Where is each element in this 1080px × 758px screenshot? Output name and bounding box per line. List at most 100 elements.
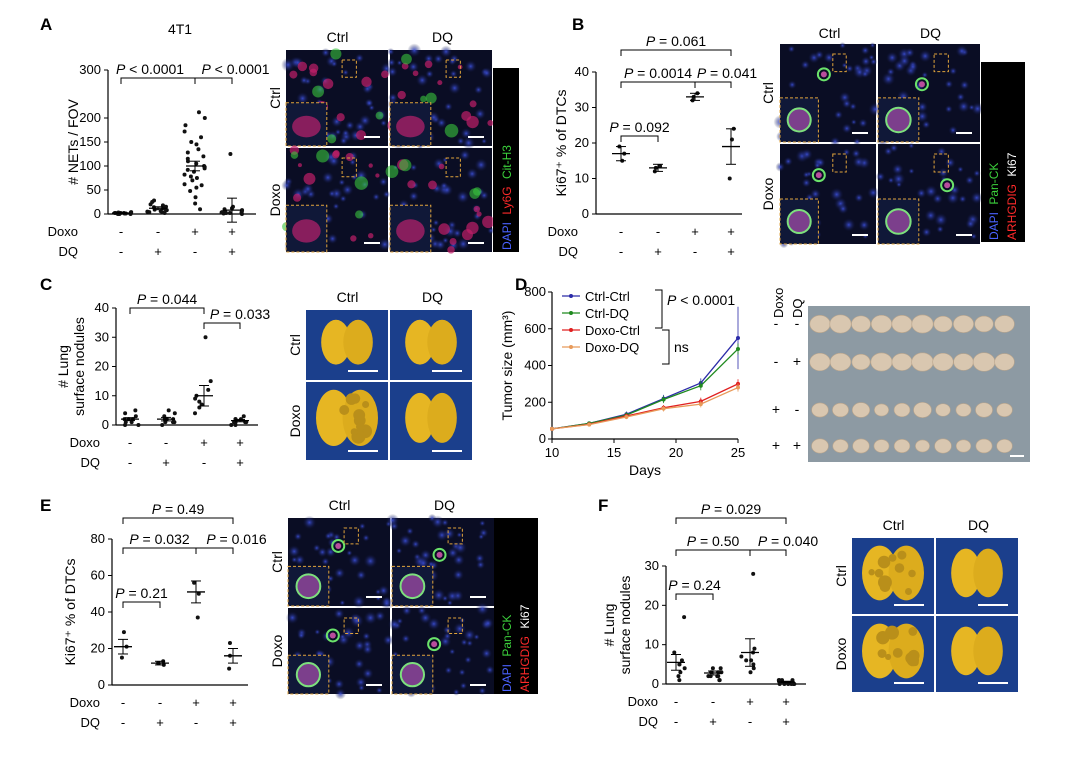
dtc-cell (811, 168, 826, 183)
nucleus (452, 688, 460, 696)
surface-nodule (355, 422, 365, 432)
treatment-doxo-sign: - (164, 435, 168, 450)
nucleus (444, 666, 453, 675)
nucleus (355, 569, 367, 581)
data-point (233, 423, 238, 427)
surface-nodule (894, 563, 905, 573)
surface-nodule (897, 550, 907, 560)
p-value-text: = 0.040 (767, 533, 818, 549)
nucleus (449, 69, 458, 78)
y-tick-label: 0 (102, 417, 109, 432)
y-tick-label: 800 (524, 284, 546, 299)
data-point (182, 182, 187, 187)
neutrophil (297, 61, 308, 72)
lung-lobe-right (973, 548, 1003, 598)
column-label-dq: DQ (968, 517, 989, 533)
lung-lobe-left (951, 548, 981, 598)
dtc-nucleus (329, 632, 336, 639)
treatment-dq-sign: + (228, 244, 236, 259)
surface-nodule (874, 568, 884, 578)
data-point (677, 678, 682, 683)
panel-letter-e: E (40, 496, 51, 515)
nucleus (814, 50, 825, 60)
treatment-doxo-label: Doxo (48, 224, 78, 239)
surface-nodule (868, 569, 875, 576)
panel-letter-b: B (572, 15, 584, 34)
p-symbol: P (152, 501, 162, 517)
cit-h3-signal (425, 92, 437, 104)
treatment-doxo-sign: - (711, 694, 715, 709)
nucleus (473, 85, 484, 95)
neutrophil (412, 70, 419, 77)
cit-h3-signal (399, 159, 412, 172)
nucleus (327, 233, 338, 245)
neutrophil (438, 223, 450, 235)
treatment-dq-sign: - (128, 455, 132, 470)
nucleus (327, 189, 337, 198)
legend-label: Ctrl-DQ (585, 306, 629, 321)
nucleus (338, 178, 346, 186)
significance-bracket (122, 601, 161, 608)
lung-lobe-right (427, 319, 457, 365)
y-tick-label: 30 (575, 100, 589, 115)
neutrophil (482, 215, 495, 229)
tumor (955, 403, 972, 417)
nucleus (965, 218, 976, 230)
nucleus (869, 42, 876, 49)
data-point (189, 140, 194, 144)
series-point (587, 422, 592, 427)
nucleus (881, 72, 896, 86)
treatment-dq-label: DQ (639, 714, 659, 729)
nucleus (842, 218, 856, 232)
nucleus (474, 108, 486, 120)
y-tick-label: 10 (95, 388, 109, 403)
tumor-row-doxo-sign: - (774, 353, 779, 369)
treatment-doxo-sign: + (746, 694, 754, 709)
nucleus (439, 181, 449, 190)
dtc-nucleus (918, 81, 925, 88)
zoom-box (933, 153, 949, 173)
data-point (147, 210, 152, 215)
nucleus (456, 531, 463, 538)
legend-label: Doxo-Ctrl (585, 323, 640, 338)
nucleus (398, 534, 412, 548)
inset-cell (295, 662, 322, 688)
nucleus (474, 158, 488, 172)
nucleus (480, 647, 493, 660)
neutrophil (438, 163, 445, 170)
p-value-text: = 0.041 (706, 65, 757, 81)
nucleus (460, 638, 468, 647)
nucleus (473, 633, 480, 641)
neutrophil (308, 63, 319, 73)
p-value-text: = 0.016 (216, 531, 267, 547)
p-symbol: P (609, 119, 619, 135)
nucleus (787, 45, 796, 53)
legend-swatch-dot (569, 311, 573, 315)
data-point (182, 129, 187, 134)
p-value-text: < 0.0001 (211, 61, 270, 77)
significance-bracket (620, 49, 732, 56)
nucleus (851, 148, 861, 159)
p-value-label: P < 0.0001 (201, 61, 269, 77)
tumor-photo-d: - -- ++ -+ + (772, 306, 1030, 462)
nucleus (801, 148, 813, 161)
nucleus (949, 67, 958, 76)
significance-bracket (620, 81, 696, 88)
tumor (994, 315, 1015, 333)
nucleus (958, 194, 967, 204)
nucleus (297, 631, 306, 640)
nucleus (959, 80, 970, 90)
surface-nodule (904, 587, 913, 595)
nucleus (916, 187, 927, 199)
data-point (166, 408, 171, 413)
data-point (196, 110, 201, 115)
nucleus (904, 47, 915, 58)
y-tick-label: 10 (575, 171, 589, 186)
panel-letter-f: F (598, 496, 608, 515)
nucleus (907, 61, 919, 73)
nucleus (363, 554, 378, 569)
tumor-row-doxo-sign: + (772, 437, 780, 453)
nucleus (452, 228, 463, 239)
significance-bracket (675, 517, 787, 524)
stain-panck-e: Pan-CK (500, 615, 514, 657)
